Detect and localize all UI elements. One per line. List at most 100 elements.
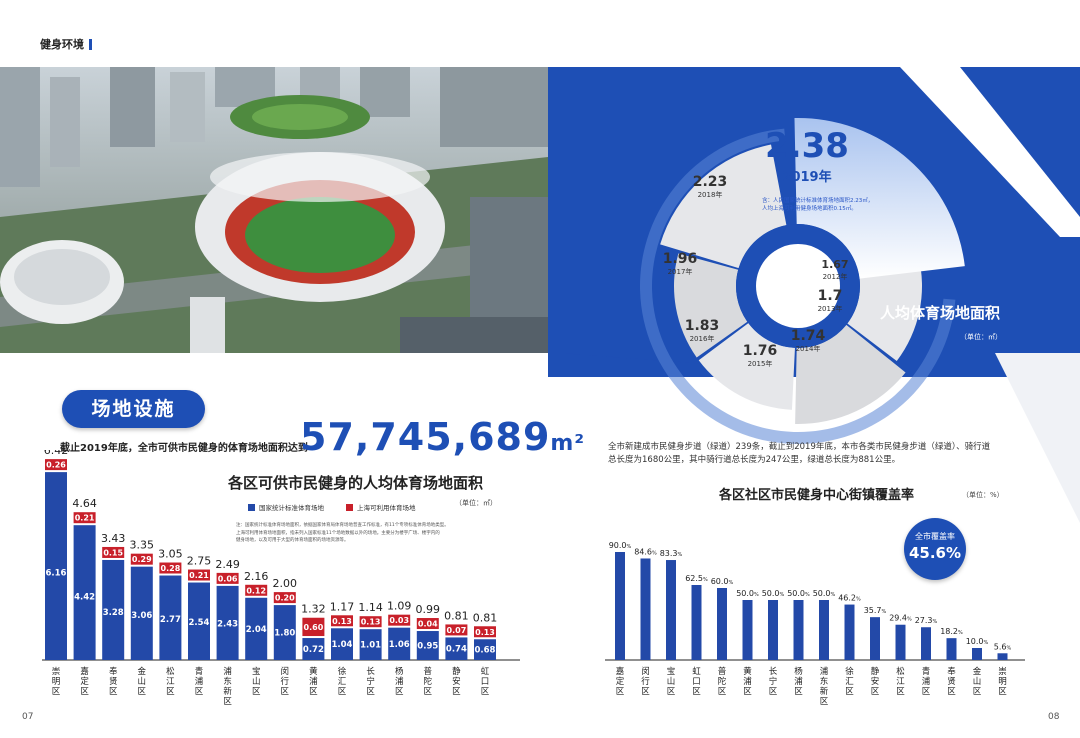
ring-value-2016年: 1.83 (685, 318, 720, 334)
bar-national-黄浦区 (302, 638, 325, 660)
coverage-label-长宁区: 50.0% (762, 589, 785, 598)
xtick-金山区-2: 区 (138, 687, 147, 697)
coverage-xtick-松江区-2: 区 (896, 687, 905, 697)
coverage-bar-崇明区 (997, 653, 1008, 660)
coverage-xtick-宝山区-1: 山 (667, 676, 676, 687)
ring-value-2017年: 1.96 (663, 251, 698, 267)
bar-national-杨浦区 (388, 627, 411, 660)
xtick-青浦区-2: 区 (195, 687, 204, 697)
xtick-长宁区-1: 宁 (366, 676, 375, 687)
label-shanghai-普陀区: 0.04 (418, 620, 438, 629)
coverage-label-嘉定区: 90.0% (609, 541, 632, 550)
legend-swatch-national (248, 503, 255, 511)
coverage-xtick-浦东新区-3: 区 (820, 697, 829, 707)
xtick-静安区-1: 安 (452, 676, 461, 687)
xtick-徐汇区-1: 汇 (338, 677, 347, 687)
xtick-普陀区-1: 陀 (424, 676, 433, 687)
label-national-杨浦区: 1.06 (389, 640, 410, 650)
ring-value-2013年: 1.7 (818, 288, 843, 304)
coverage-xtick-黄浦区-2: 区 (743, 687, 752, 697)
ring-value-2018年: 2.23 (693, 174, 728, 190)
coverage-bar-闵行区 (640, 558, 651, 660)
bar-national-长宁区 (359, 629, 382, 660)
coverage-xtick-青浦区-2: 区 (922, 687, 931, 697)
coverage-label-虹口区: 62.5% (685, 574, 708, 583)
xtick-闵行区-1: 行 (281, 676, 290, 687)
ring-segment-2019年 (794, 118, 965, 279)
label-total-长宁区: 1.14 (358, 601, 383, 614)
note-line3: 健身场地，以及可用于大型的体育场面积的场地资源等。 (236, 538, 349, 543)
bar-shanghai-奉贤区 (102, 546, 125, 558)
label-national-黄浦区: 0.72 (303, 645, 324, 655)
coverage-xtick-浦东新区-1: 东 (820, 676, 829, 687)
ring-segment-2016年 (698, 323, 795, 410)
label-national-金山区: 3.06 (131, 611, 152, 621)
coverage-bar-杨浦区 (793, 600, 804, 660)
xtick-浦东新区-3: 区 (223, 697, 232, 707)
coverage-badge-title: 全市覆盖率 (915, 532, 955, 541)
ring-year-2019年: 2019年 (782, 169, 831, 185)
coverage-suffix-青浦区: % (933, 619, 938, 625)
xtick-青浦区-0: 青 (195, 666, 204, 677)
label-total-青浦区: 2.75 (187, 555, 212, 568)
coverage-bar-浦东新区 (819, 600, 829, 660)
coverage-xtick-静安区-0: 静 (871, 666, 880, 677)
bar-national-奉贤区 (102, 559, 125, 660)
xtick-长宁区-2: 区 (366, 687, 375, 697)
coverage-xtick-崇明区-0: 崇 (998, 667, 1007, 677)
bar-shanghai-杨浦区 (388, 614, 411, 626)
ring-labels: 1.672012年1.72013年1.742014年1.762015年1.832… (663, 126, 849, 368)
coverage-xtick-金山区-2: 区 (973, 687, 982, 697)
coverage-label-杨浦区: 50.0% (787, 589, 810, 598)
coverage-xtick-奉贤区-0: 奉 (947, 666, 956, 677)
xtick-虹口区-0: 虹 (481, 667, 490, 677)
coverage-xtick-浦东新区-2: 新 (820, 686, 829, 697)
label-total-宝山区: 2.16 (244, 570, 269, 583)
xtick-金山区-1: 山 (138, 676, 147, 687)
coverage-unit: （单位：%） (962, 491, 1004, 499)
coverage-xtick-徐汇区-1: 汇 (845, 677, 854, 687)
coverage-label-徐汇区: 46.2% (838, 594, 861, 603)
label-total-静安区: 0.81 (444, 609, 469, 622)
xtick-崇明区-0: 崇 (52, 667, 61, 677)
coverage-xtick-徐汇区-0: 徐 (845, 666, 854, 677)
ring-unit: （单位：㎡） (960, 333, 1002, 341)
label-national-崇明区: 6.16 (46, 568, 67, 578)
label-total-奉贤区: 3.43 (101, 532, 126, 545)
label-national-徐汇区: 1.04 (332, 640, 353, 650)
coverage-label-浦东新区: 50.0% (813, 589, 836, 598)
coverage-xtick-青浦区-0: 青 (922, 666, 931, 677)
coverage-chart: 90.0% 嘉定区 84.6% 闵行区 83.3% 宝山区 62.5% 虹口区 60.0% 普陀区… (605, 541, 1025, 707)
coverage-label-宝山区: 83.3% (660, 549, 683, 558)
xtick-黄浦区-0: 黄 (309, 666, 318, 677)
coverage-xtick-虹口区-2: 区 (692, 687, 701, 697)
xtick-浦东新区-1: 东 (223, 676, 232, 687)
coverage-xtick-杨浦区-0: 杨 (794, 666, 803, 677)
fitness-paths-text: 全市新建成市民健身步道（绿道）239条，截止到2019年底，本市各类市民健身步道… (608, 441, 1048, 467)
xtick-嘉定区-1: 定 (80, 676, 89, 687)
coverage-suffix-闵行区: % (652, 550, 657, 556)
coverage-xtick-宝山区-0: 宝 (667, 666, 676, 677)
coverage-xtick-普陀区-0: 普 (718, 666, 727, 677)
bar-shanghai-金山区 (130, 553, 153, 565)
facility-title: 场地设施 (62, 390, 205, 428)
stadium-photo (0, 67, 548, 353)
coverage-bar-静安区 (870, 617, 880, 660)
xtick-徐汇区-0: 徐 (338, 666, 347, 677)
label-shanghai-松江区: 0.28 (161, 564, 181, 573)
coverage-suffix-长宁区: % (780, 592, 785, 598)
label-national-青浦区: 2.54 (189, 618, 210, 628)
coverage-xtick-闵行区-0: 闵 (641, 666, 650, 677)
xtick-黄浦区-1: 浦 (309, 676, 318, 687)
ring-segment-2018年 (660, 144, 787, 269)
district-area-title: 各区可供市民健身的人均体育场地面积 (228, 474, 484, 492)
coverage-xtick-长宁区-1: 宁 (769, 676, 778, 687)
bar-national-浦东新区 (216, 585, 239, 660)
label-shanghai-奉贤区: 0.15 (103, 548, 123, 557)
bar-national-静安区 (445, 637, 468, 660)
coverage-xtick-奉贤区-1: 贤 (947, 677, 956, 687)
coverage-suffix-黄浦区: % (754, 592, 759, 598)
xtick-普陀区-0: 普 (424, 666, 433, 677)
label-shanghai-嘉定区: 0.21 (75, 514, 95, 523)
label-shanghai-杨浦区: 0.03 (389, 616, 409, 625)
